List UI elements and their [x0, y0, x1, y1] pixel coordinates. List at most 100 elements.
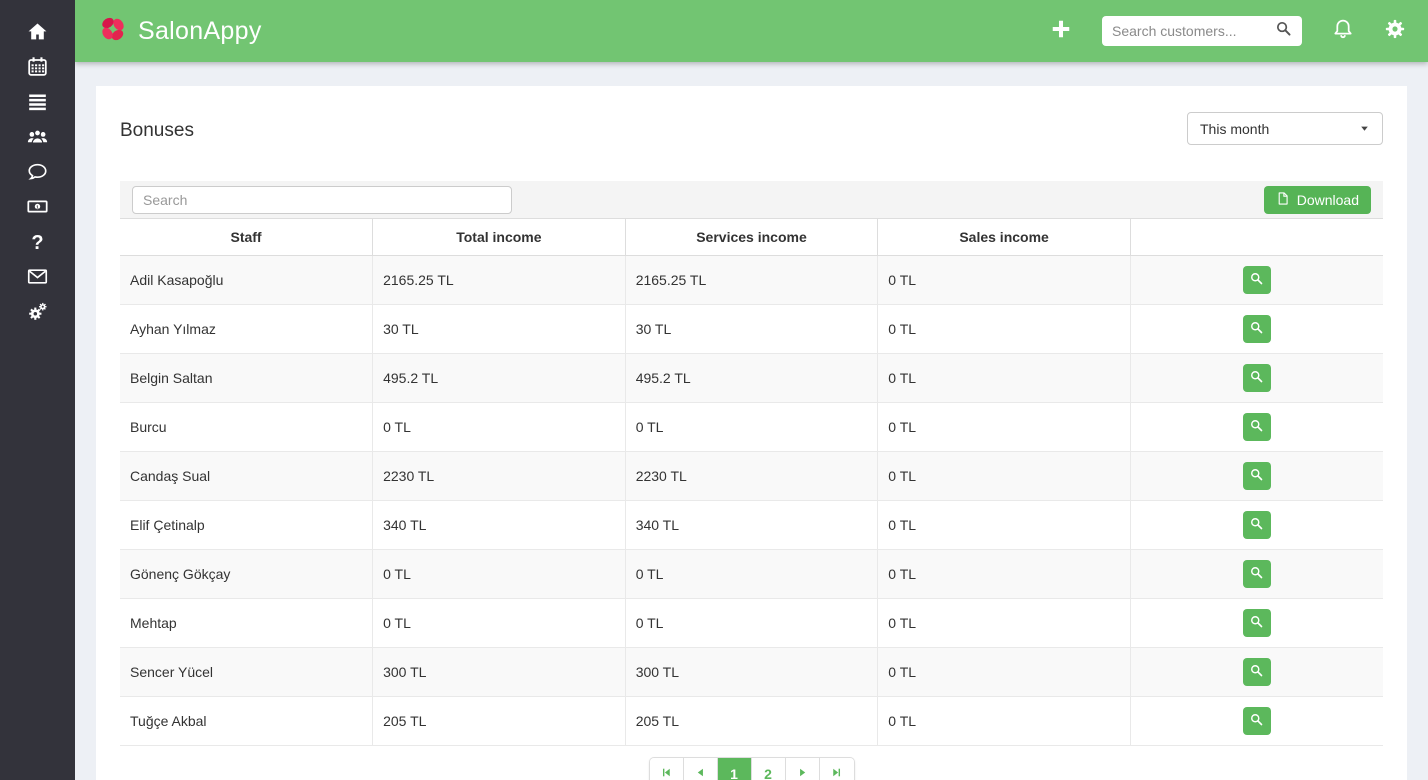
money-icon: 1: [27, 196, 48, 222]
sales-income-cell: 0 TL: [877, 598, 1131, 648]
sidebar-item-home[interactable]: [0, 16, 75, 51]
total-income-cell: 0 TL: [372, 402, 626, 452]
view-details-button[interactable]: [1242, 315, 1271, 343]
svg-text:1: 1: [36, 204, 39, 210]
column-header-sales-income: Sales income: [877, 219, 1131, 256]
services-income-cell: 340 TL: [625, 500, 879, 550]
sales-income-cell: 0 TL: [877, 304, 1131, 354]
sidebar-item-help[interactable]: ?: [0, 226, 75, 261]
view-details-button[interactable]: [1242, 707, 1271, 735]
home-icon: [27, 21, 48, 47]
magnifier-icon: [1249, 516, 1264, 534]
staff-name-cell: Burcu: [120, 402, 374, 452]
sales-income-cell: 0 TL: [877, 696, 1131, 746]
notifications-button[interactable]: [1332, 18, 1354, 45]
period-filter-value: This month: [1200, 120, 1270, 137]
list-icon: [27, 91, 48, 117]
row-actions-cell: [1130, 549, 1383, 599]
table-body: Adil Kasapoğlu 2165.25 TL 2165.25 TL 0 T…: [120, 255, 1383, 746]
services-income-cell: 205 TL: [625, 696, 879, 746]
total-income-cell: 2165.25 TL: [372, 255, 626, 305]
table-row: Adil Kasapoğlu 2165.25 TL 2165.25 TL 0 T…: [120, 255, 1383, 305]
top-bar: SalonAppy: [75, 0, 1428, 62]
magnifier-icon: [1249, 418, 1264, 436]
sidebar-item-messages[interactable]: [0, 156, 75, 191]
row-actions-cell: [1130, 353, 1383, 403]
view-details-button[interactable]: [1242, 364, 1271, 392]
pagination-next-button[interactable]: [785, 758, 820, 780]
view-details-button[interactable]: [1242, 413, 1271, 441]
settings-button[interactable]: [1384, 18, 1406, 45]
row-actions-cell: [1130, 255, 1383, 305]
file-icon: [1276, 191, 1290, 209]
view-details-button[interactable]: [1242, 511, 1271, 539]
bonuses-card: Bonuses This month Download Staff Total …: [96, 86, 1407, 780]
flower-logo-icon: [97, 13, 129, 50]
pagination-page-2[interactable]: 2: [751, 758, 786, 780]
table-row: Sencer Yücel 300 TL 300 TL 0 TL: [120, 647, 1383, 697]
download-button-label: Download: [1296, 191, 1359, 208]
plus-icon: [1050, 18, 1072, 45]
services-income-cell: 2165.25 TL: [625, 255, 879, 305]
table-row: Elif Çetinalp 340 TL 340 TL 0 TL: [120, 500, 1383, 550]
column-header-staff: Staff: [120, 219, 374, 256]
sidebar-item-list[interactable]: [0, 86, 75, 121]
chevron-down-icon: [1359, 121, 1370, 137]
magnifier-icon: [1249, 320, 1264, 338]
table-toolbar: Download: [120, 181, 1383, 219]
sidebar: 1 ?: [0, 0, 75, 780]
sales-income-cell: 0 TL: [877, 647, 1131, 697]
app-title: SalonAppy: [138, 16, 262, 45]
magnifier-icon: [1249, 565, 1264, 583]
view-details-button[interactable]: [1242, 266, 1271, 294]
row-actions-cell: [1130, 304, 1383, 354]
download-button[interactable]: Download: [1263, 185, 1371, 214]
services-income-cell: 2230 TL: [625, 451, 879, 501]
view-details-button[interactable]: [1242, 658, 1271, 686]
row-actions-cell: [1130, 451, 1383, 501]
magnifier-icon: [1249, 467, 1264, 485]
total-income-cell: 0 TL: [372, 598, 626, 648]
sidebar-item-calendar[interactable]: [0, 51, 75, 86]
staff-name-cell: Tuğçe Akbal: [120, 696, 374, 746]
services-income-cell: 30 TL: [625, 304, 879, 354]
search-icon[interactable]: [1275, 20, 1292, 42]
magnifier-icon: [1249, 712, 1264, 730]
pagination-last-button[interactable]: [819, 758, 854, 780]
magnifier-icon: [1249, 614, 1264, 632]
table-search-input[interactable]: [132, 185, 512, 214]
brand-logo[interactable]: SalonAppy: [97, 13, 262, 50]
sales-income-cell: 0 TL: [877, 500, 1131, 550]
view-details-button[interactable]: [1242, 560, 1271, 588]
column-header-actions: [1130, 219, 1383, 256]
staff-name-cell: Mehtap: [120, 598, 374, 648]
pagination-page-1[interactable]: 1: [717, 758, 752, 780]
sales-income-cell: 0 TL: [877, 402, 1131, 452]
view-details-button[interactable]: [1242, 462, 1271, 490]
table-row: Belgin Saltan 495.2 TL 495.2 TL 0 TL: [120, 353, 1383, 403]
pagination-first-button[interactable]: [649, 758, 684, 780]
column-header-services-income: Services income: [625, 219, 879, 256]
help-icon: ?: [31, 232, 44, 254]
sales-income-cell: 0 TL: [877, 451, 1131, 501]
bonuses-table: Staff Total income Services income Sales…: [120, 219, 1383, 746]
staff-name-cell: Belgin Saltan: [120, 353, 374, 403]
sidebar-item-payments[interactable]: 1: [0, 191, 75, 226]
pagination-prev-button[interactable]: [683, 758, 718, 780]
sales-income-cell: 0 TL: [877, 353, 1131, 403]
period-filter-dropdown[interactable]: This month: [1187, 112, 1383, 145]
add-button[interactable]: [1050, 18, 1072, 45]
services-income-cell: 300 TL: [625, 647, 879, 697]
staff-name-cell: Candaş Sual: [120, 451, 374, 501]
first-page-icon: [660, 766, 673, 780]
sidebar-item-settings[interactable]: [0, 296, 75, 331]
customers-icon: [27, 126, 48, 152]
sidebar-item-mail[interactable]: [0, 261, 75, 296]
customer-search-input[interactable]: [1112, 23, 1269, 39]
sidebar-item-customers[interactable]: [0, 121, 75, 156]
row-actions-cell: [1130, 598, 1383, 648]
view-details-button[interactable]: [1242, 609, 1271, 637]
table-row: Candaş Sual 2230 TL 2230 TL 0 TL: [120, 451, 1383, 501]
services-income-cell: 495.2 TL: [625, 353, 879, 403]
mail-icon: [27, 266, 48, 292]
